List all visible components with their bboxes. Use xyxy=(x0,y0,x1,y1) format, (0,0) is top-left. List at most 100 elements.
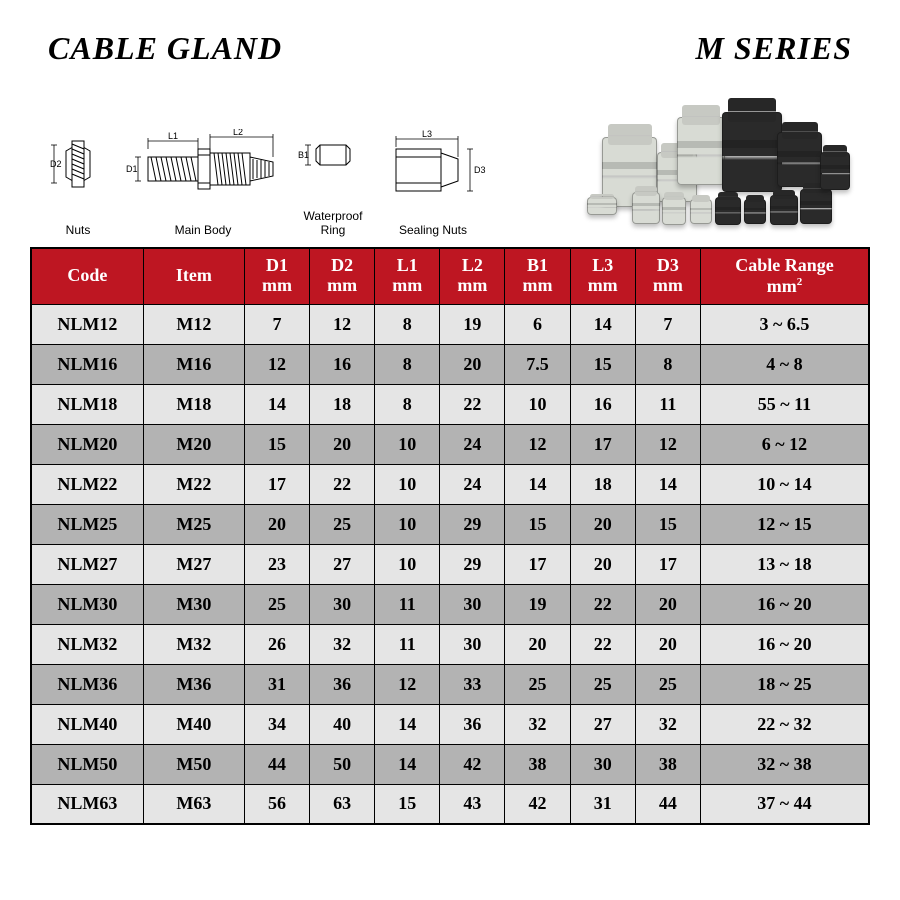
cell-b1: 15 xyxy=(505,504,570,544)
cell-code: NLM27 xyxy=(31,544,143,584)
cell-d1: 44 xyxy=(244,744,309,784)
cell-d3: 7 xyxy=(635,304,700,344)
cell-range: 16 ~ 20 xyxy=(700,624,869,664)
cell-range: 4 ~ 8 xyxy=(700,344,869,384)
cell-l2: 20 xyxy=(440,344,505,384)
table-body: NLM12M1271281961473 ~ 6.5NLM16M161216820… xyxy=(31,304,869,824)
cell-item: M25 xyxy=(143,504,244,544)
col-l1: L1mm xyxy=(375,248,440,304)
cell-d1: 56 xyxy=(244,784,309,824)
cell-range: 55 ~ 11 xyxy=(700,384,869,424)
cell-item: M12 xyxy=(143,304,244,344)
cell-d3: 38 xyxy=(635,744,700,784)
main-body-icon: L1 L2 D1 xyxy=(118,129,288,219)
cell-d2: 20 xyxy=(310,424,375,464)
cell-d1: 34 xyxy=(244,704,309,744)
table-row: NLM25M252025102915201512 ~ 15 xyxy=(31,504,869,544)
cell-range: 3 ~ 6.5 xyxy=(700,304,869,344)
cell-l2: 36 xyxy=(440,704,505,744)
cell-l1: 10 xyxy=(375,424,440,464)
cell-d2: 30 xyxy=(310,584,375,624)
cell-l2: 43 xyxy=(440,784,505,824)
cell-d1: 26 xyxy=(244,624,309,664)
cell-l2: 29 xyxy=(440,504,505,544)
product-gland xyxy=(690,199,712,224)
cell-l3: 25 xyxy=(570,664,635,704)
cell-d3: 20 xyxy=(635,584,700,624)
col-item: Item xyxy=(143,248,244,304)
cell-l3: 17 xyxy=(570,424,635,464)
cell-l2: 42 xyxy=(440,744,505,784)
table-row: NLM16M1612168207.51584 ~ 8 xyxy=(31,344,869,384)
cell-d3: 20 xyxy=(635,624,700,664)
cell-l3: 27 xyxy=(570,704,635,744)
cell-l1: 11 xyxy=(375,584,440,624)
product-gland xyxy=(744,199,766,224)
ring-icon: B1 xyxy=(298,115,368,205)
cell-l2: 24 xyxy=(440,464,505,504)
cell-code: NLM30 xyxy=(31,584,143,624)
cell-d3: 32 xyxy=(635,704,700,744)
cell-d2: 40 xyxy=(310,704,375,744)
dim-b1: B1 xyxy=(298,150,309,160)
dim-l3: L3 xyxy=(422,129,432,139)
cell-item: M18 xyxy=(143,384,244,424)
col-d3: D3mm xyxy=(635,248,700,304)
cell-l3: 20 xyxy=(570,544,635,584)
cell-l3: 14 xyxy=(570,304,635,344)
cell-d2: 32 xyxy=(310,624,375,664)
title-right: M SERIES xyxy=(695,30,852,67)
cell-b1: 19 xyxy=(505,584,570,624)
col-d1: D1mm xyxy=(244,248,309,304)
cell-d3: 14 xyxy=(635,464,700,504)
cell-item: M20 xyxy=(143,424,244,464)
diagram-sealing-nuts: L3 D3 Sealing Nuts xyxy=(378,129,488,237)
cell-code: NLM40 xyxy=(31,704,143,744)
dim-l2: L2 xyxy=(233,129,243,137)
cell-d2: 25 xyxy=(310,504,375,544)
table-row: NLM63M635663154342314437 ~ 44 xyxy=(31,784,869,824)
cell-d3: 8 xyxy=(635,344,700,384)
product-photo xyxy=(572,97,852,237)
cell-b1: 42 xyxy=(505,784,570,824)
label-main-body: Main Body xyxy=(118,223,288,237)
cell-range: 32 ~ 38 xyxy=(700,744,869,784)
cell-l3: 22 xyxy=(570,584,635,624)
cell-item: M40 xyxy=(143,704,244,744)
cell-l1: 11 xyxy=(375,624,440,664)
cell-d1: 23 xyxy=(244,544,309,584)
cell-code: NLM12 xyxy=(31,304,143,344)
cell-d3: 11 xyxy=(635,384,700,424)
cell-b1: 7.5 xyxy=(505,344,570,384)
cell-d3: 25 xyxy=(635,664,700,704)
cell-b1: 20 xyxy=(505,624,570,664)
label-waterproof-ring: Waterproof Ring xyxy=(298,209,368,237)
sealing-nut-icon: L3 D3 xyxy=(378,129,488,219)
cell-item: M16 xyxy=(143,344,244,384)
product-gland xyxy=(800,189,832,224)
cell-l1: 14 xyxy=(375,744,440,784)
cell-l2: 19 xyxy=(440,304,505,344)
cell-l2: 22 xyxy=(440,384,505,424)
cell-d1: 17 xyxy=(244,464,309,504)
cell-range: 10 ~ 14 xyxy=(700,464,869,504)
cell-item: M22 xyxy=(143,464,244,504)
cell-d2: 22 xyxy=(310,464,375,504)
diagram-nuts: D2 Nuts xyxy=(48,129,108,237)
cell-d2: 63 xyxy=(310,784,375,824)
diagram-waterproof-ring: B1 Waterproof Ring xyxy=(298,115,368,237)
cell-l1: 12 xyxy=(375,664,440,704)
header: CABLE GLAND M SERIES xyxy=(0,0,900,77)
cell-d1: 25 xyxy=(244,584,309,624)
cell-d2: 12 xyxy=(310,304,375,344)
cell-code: NLM63 xyxy=(31,784,143,824)
cell-l3: 22 xyxy=(570,624,635,664)
cell-l2: 30 xyxy=(440,624,505,664)
cell-code: NLM25 xyxy=(31,504,143,544)
table-row: NLM50M504450144238303832 ~ 38 xyxy=(31,744,869,784)
cell-l1: 8 xyxy=(375,304,440,344)
cell-item: M32 xyxy=(143,624,244,664)
cell-l1: 10 xyxy=(375,464,440,504)
cell-code: NLM22 xyxy=(31,464,143,504)
cell-range: 18 ~ 25 xyxy=(700,664,869,704)
